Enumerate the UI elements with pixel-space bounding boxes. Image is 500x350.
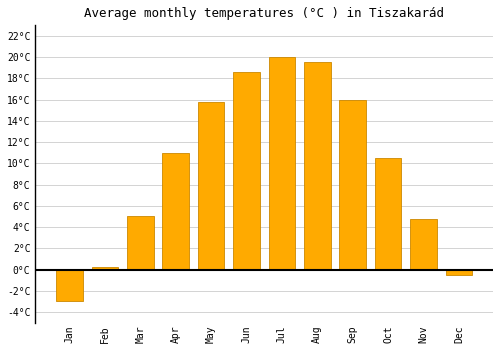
Bar xyxy=(268,57,295,270)
Bar xyxy=(56,270,82,301)
Bar xyxy=(410,218,437,270)
Bar xyxy=(233,72,260,270)
Bar xyxy=(127,216,154,270)
Bar xyxy=(162,153,189,270)
Bar xyxy=(340,100,366,270)
Bar xyxy=(375,158,402,270)
Title: Average monthly temperatures (°C ) in Tiszakarád: Average monthly temperatures (°C ) in Ti… xyxy=(84,7,444,20)
Bar xyxy=(304,62,330,270)
Bar xyxy=(446,270,472,275)
Bar xyxy=(198,102,224,270)
Bar xyxy=(92,267,118,270)
